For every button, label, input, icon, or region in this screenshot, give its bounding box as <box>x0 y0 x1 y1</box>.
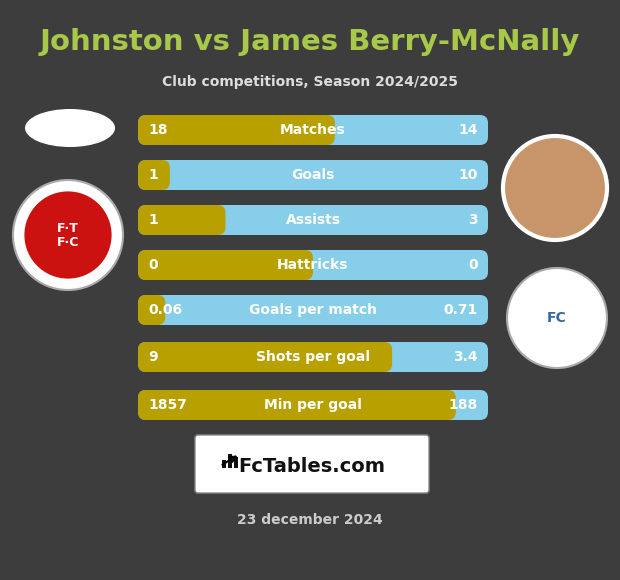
Text: 23 december 2024: 23 december 2024 <box>237 513 383 527</box>
Circle shape <box>23 190 113 280</box>
Text: 14: 14 <box>459 123 478 137</box>
Text: 0: 0 <box>148 258 157 272</box>
Text: 18: 18 <box>148 123 167 137</box>
FancyBboxPatch shape <box>195 435 429 493</box>
Text: Goals per match: Goals per match <box>249 303 377 317</box>
Text: F·T: F·T <box>57 222 79 234</box>
Text: Hattricks: Hattricks <box>277 258 348 272</box>
Text: F·C: F·C <box>57 235 79 248</box>
Circle shape <box>13 180 123 290</box>
Text: 3: 3 <box>468 213 478 227</box>
Text: 1: 1 <box>148 168 157 182</box>
FancyBboxPatch shape <box>138 115 488 145</box>
Text: Shots per goal: Shots per goal <box>256 350 370 364</box>
Text: Assists: Assists <box>285 213 340 227</box>
FancyBboxPatch shape <box>138 250 313 280</box>
Text: Johnston vs James Berry-McNally: Johnston vs James Berry-McNally <box>40 28 580 56</box>
Bar <box>234 457 238 468</box>
Circle shape <box>507 268 607 368</box>
Bar <box>228 454 232 468</box>
Text: Goals: Goals <box>291 168 335 182</box>
Text: Matches: Matches <box>280 123 346 137</box>
Circle shape <box>503 136 607 240</box>
FancyBboxPatch shape <box>138 390 488 420</box>
FancyBboxPatch shape <box>138 160 170 190</box>
FancyBboxPatch shape <box>138 295 488 325</box>
Text: 0.06: 0.06 <box>148 303 182 317</box>
Text: 0.71: 0.71 <box>444 303 478 317</box>
FancyBboxPatch shape <box>138 342 488 372</box>
Text: FcTables.com: FcTables.com <box>239 456 386 476</box>
Text: FC: FC <box>547 311 567 325</box>
Text: 1857: 1857 <box>148 398 187 412</box>
Text: 1: 1 <box>148 213 157 227</box>
FancyBboxPatch shape <box>138 205 488 235</box>
Text: 3.4: 3.4 <box>453 350 478 364</box>
FancyBboxPatch shape <box>138 342 392 372</box>
Text: 188: 188 <box>449 398 478 412</box>
FancyBboxPatch shape <box>138 115 335 145</box>
FancyBboxPatch shape <box>138 205 226 235</box>
Text: 9: 9 <box>148 350 157 364</box>
Text: 0: 0 <box>468 258 478 272</box>
FancyBboxPatch shape <box>138 295 166 325</box>
Text: Club competitions, Season 2024/2025: Club competitions, Season 2024/2025 <box>162 75 458 89</box>
Ellipse shape <box>25 109 115 147</box>
Text: 10: 10 <box>459 168 478 182</box>
FancyBboxPatch shape <box>138 160 488 190</box>
FancyBboxPatch shape <box>138 250 488 280</box>
Bar <box>222 460 226 468</box>
Text: Min per goal: Min per goal <box>264 398 362 412</box>
FancyBboxPatch shape <box>138 390 456 420</box>
